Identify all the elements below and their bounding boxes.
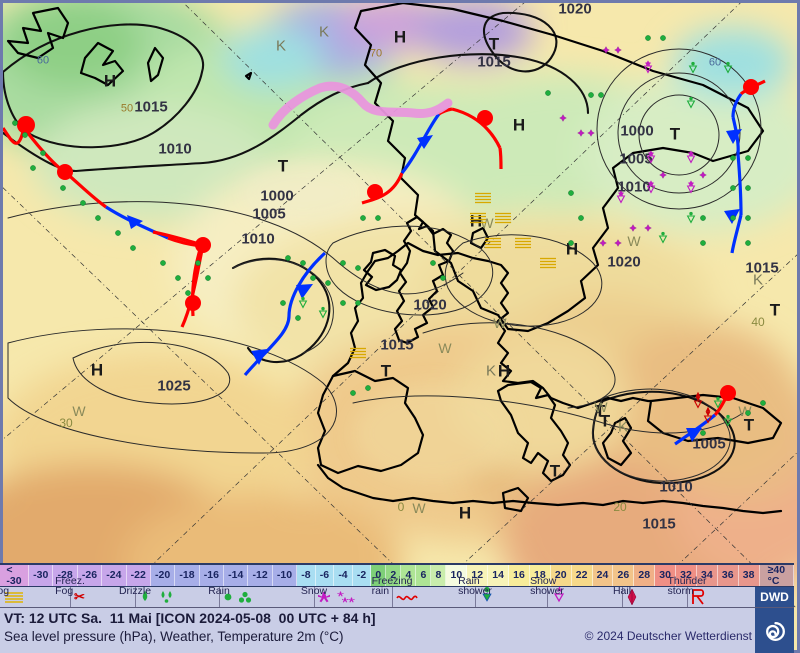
svg-text:DWD: DWD [760, 590, 789, 604]
